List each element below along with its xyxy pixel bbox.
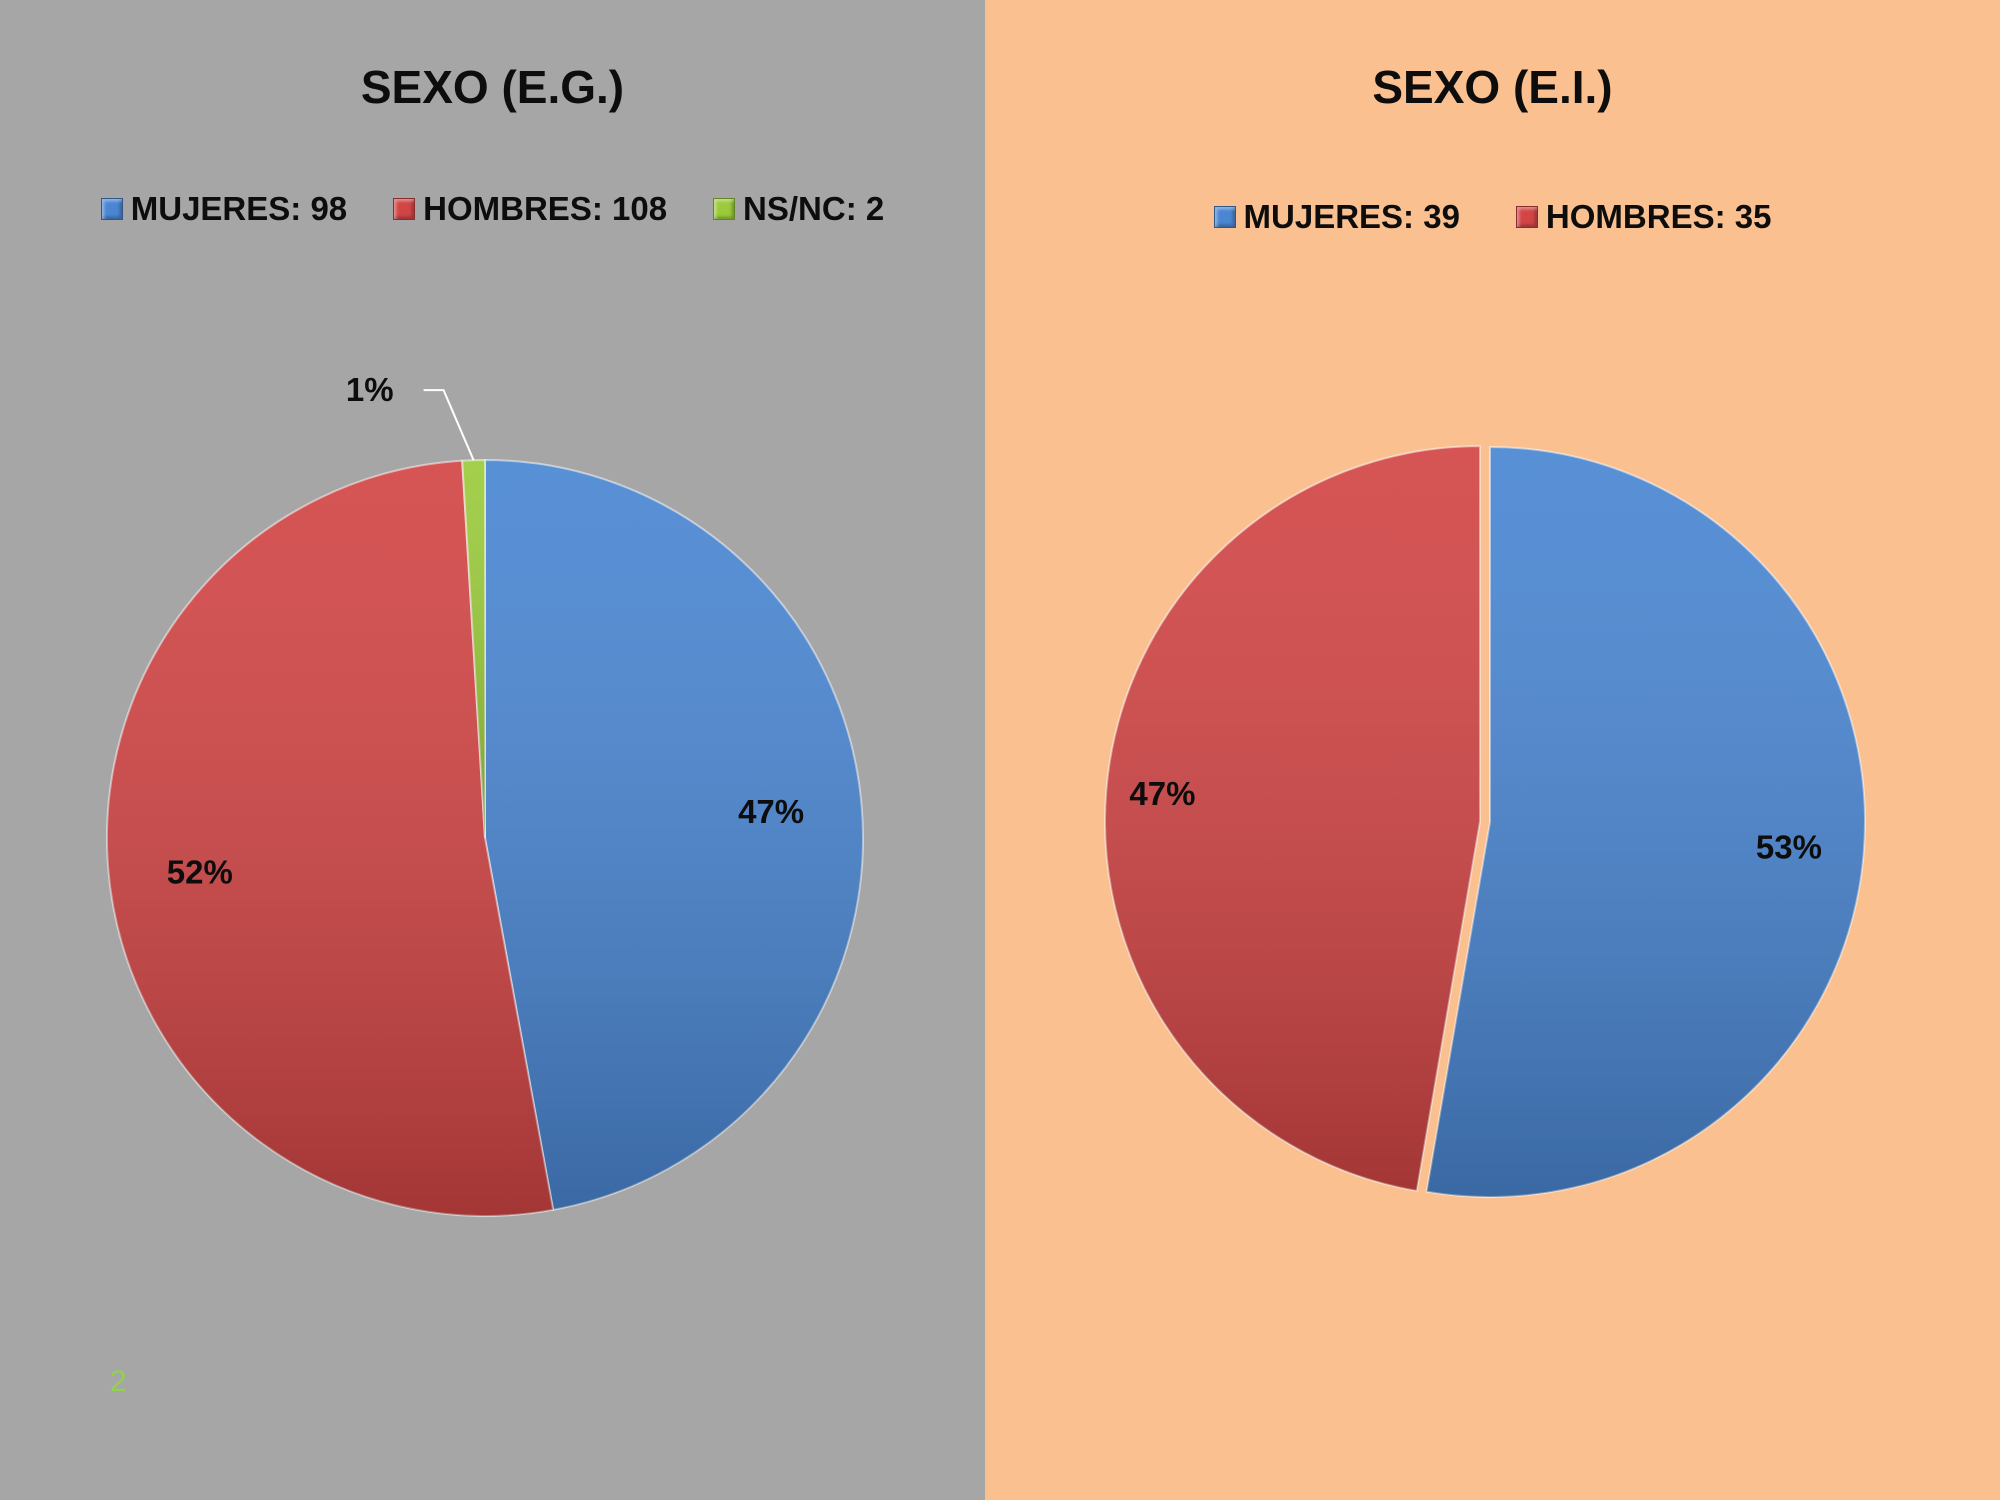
legend-label-mujeres: MUJERES: 39 bbox=[1243, 198, 1460, 235]
legend-label-hombres: HOMBRES: 108 bbox=[423, 190, 668, 227]
pie-label-hombres: 52% bbox=[167, 854, 233, 891]
pie-label-ns-nc: 1% bbox=[346, 371, 394, 408]
legend-swatch-nsnc bbox=[713, 198, 736, 220]
legend-label-hombres: HOMBRES: 35 bbox=[1545, 198, 1772, 235]
pie-label-mujeres: 53% bbox=[1756, 828, 1822, 865]
page-number: 2 bbox=[110, 1365, 127, 1398]
chart-title-ei: SEXO (E.I.) bbox=[1372, 61, 1613, 113]
pie-chart-eg: 47% 52% 1% bbox=[106, 371, 865, 1217]
legend-item-hombres: HOMBRES: 108 bbox=[393, 190, 667, 228]
legend-item-mujeres: MUJERES: 39 bbox=[1213, 198, 1460, 236]
chart-panel-ei: SEXO (E.I.) MUJERES: 39 HOMBRES: 35 53% 4… bbox=[985, 0, 2000, 1500]
legend-ei: MUJERES: 39 HOMBRES: 35 bbox=[985, 198, 2000, 236]
legend-swatch-mujeres bbox=[100, 198, 123, 220]
legend-swatch-hombres bbox=[393, 198, 416, 220]
pie-slice-shade-hombres bbox=[1105, 446, 1481, 1191]
pie-chart-ei: 53% 47% bbox=[1104, 445, 1866, 1198]
legend-item-mujeres: MUJERES: 98 bbox=[100, 190, 348, 228]
chart-panel-eg: SEXO (E.G.) MUJERES: 98 HOMBRES: 108 NS/… bbox=[0, 0, 985, 1500]
chart-title-eg: SEXO (E.G.) bbox=[360, 61, 625, 113]
legend-item-hombres: HOMBRES: 35 bbox=[1515, 198, 1772, 236]
legend-label-nsnc: NS/NC: 2 bbox=[743, 190, 885, 227]
leader-line-ns-nc bbox=[423, 389, 475, 461]
pie-slice-shade-mujeres bbox=[485, 460, 863, 1210]
legend-eg: MUJERES: 98 HOMBRES: 108 NS/NC: 2 bbox=[0, 190, 985, 228]
pie-slice-shade-mujeres bbox=[1426, 447, 1866, 1198]
legend-swatch-mujeres bbox=[1213, 206, 1236, 228]
legend-item-nsnc: NS/NC: 2 bbox=[713, 190, 884, 228]
legend-swatch-hombres bbox=[1515, 206, 1538, 228]
legend-label-mujeres: MUJERES: 98 bbox=[130, 190, 348, 227]
pie-label-hombres: 47% bbox=[1129, 775, 1195, 812]
pie-slice-shade-ns-nc bbox=[462, 460, 485, 838]
pie-slice-shade-hombres bbox=[107, 460, 554, 1216]
pie-label-mujeres: 47% bbox=[738, 793, 804, 830]
